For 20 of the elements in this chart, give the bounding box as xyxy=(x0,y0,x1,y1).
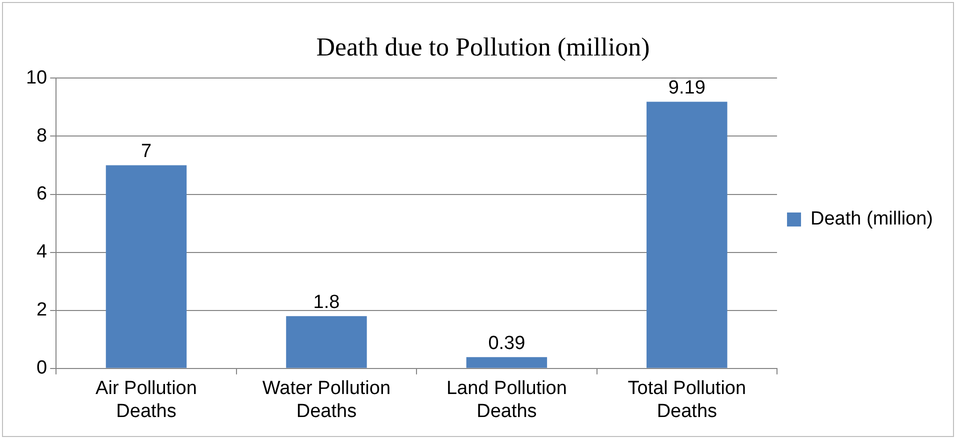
bar xyxy=(466,357,548,368)
data-label: 1.8 xyxy=(313,292,340,313)
y-tick-label: 8 xyxy=(36,125,48,146)
bar xyxy=(286,316,367,368)
y-tick-label: 6 xyxy=(36,184,48,205)
y-tick-label: 2 xyxy=(36,300,48,321)
x-tick-label: Total Pollution Deaths xyxy=(628,378,746,422)
legend-label: Death (million) xyxy=(810,208,934,230)
data-label: 7 xyxy=(140,140,152,162)
bar xyxy=(106,165,187,368)
data-label: 0.39 xyxy=(488,332,526,354)
chart-title: Death due to Pollution (million) xyxy=(316,32,650,62)
x-tick-label: Land Pollution Deaths xyxy=(446,378,567,422)
x-tick-label: Air Pollution Deaths xyxy=(96,378,197,422)
y-tick-label: 0 xyxy=(36,358,48,379)
y-tick-label: 10 xyxy=(26,67,48,88)
data-label: 9.19 xyxy=(668,77,706,98)
bar xyxy=(646,102,728,368)
x-tick-label: Water Pollution Deaths xyxy=(262,378,391,422)
y-tick-label: 4 xyxy=(36,242,48,263)
